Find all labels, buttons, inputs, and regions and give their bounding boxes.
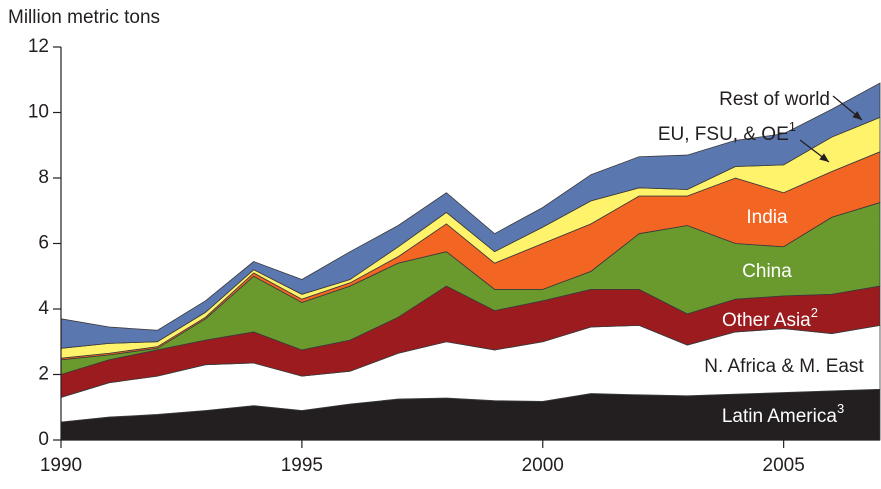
x-tick-label: 1995: [281, 455, 323, 476]
series-name: Latin America: [722, 406, 838, 427]
series-name: Rest of world: [719, 89, 830, 110]
y-tick-label: 6: [38, 233, 49, 254]
area: [60, 82, 881, 349]
y-tick-label: 12: [28, 36, 49, 57]
y-tick-label: 2: [38, 364, 49, 385]
series-label: India: [746, 207, 788, 228]
x-tick-label: 2005: [763, 455, 805, 476]
x-tick-label: 1990: [40, 455, 82, 476]
series-label: EU, FSU, & OE1: [658, 119, 796, 145]
series-label: China: [742, 261, 792, 282]
leader-arrow-head: [852, 111, 862, 120]
series-label: Latin America3: [722, 401, 844, 427]
series-note: 2: [811, 305, 818, 320]
series-label: Other Asia2: [722, 305, 818, 331]
series-label: Rest of world: [719, 89, 830, 110]
leader-arrow-head: [819, 153, 829, 162]
x-tick-label: 2000: [522, 455, 564, 476]
series-name: Other Asia: [722, 310, 811, 331]
y-tick-label: 0: [38, 429, 49, 450]
series-note: 3: [837, 401, 844, 416]
y-tick-label: 10: [28, 102, 49, 123]
series-note: 1: [789, 119, 796, 134]
series-name: China: [742, 261, 792, 282]
series-name: N. Africa & M. East: [704, 356, 864, 377]
series-name: India: [746, 207, 788, 228]
series-name: EU, FSU, & OE: [658, 124, 789, 145]
y-tick-label: 8: [38, 167, 49, 188]
y-axis-label: Million metric tons: [8, 7, 160, 28]
series-label: N. Africa & M. East: [704, 356, 864, 377]
y-tick-label: 4: [38, 298, 49, 319]
